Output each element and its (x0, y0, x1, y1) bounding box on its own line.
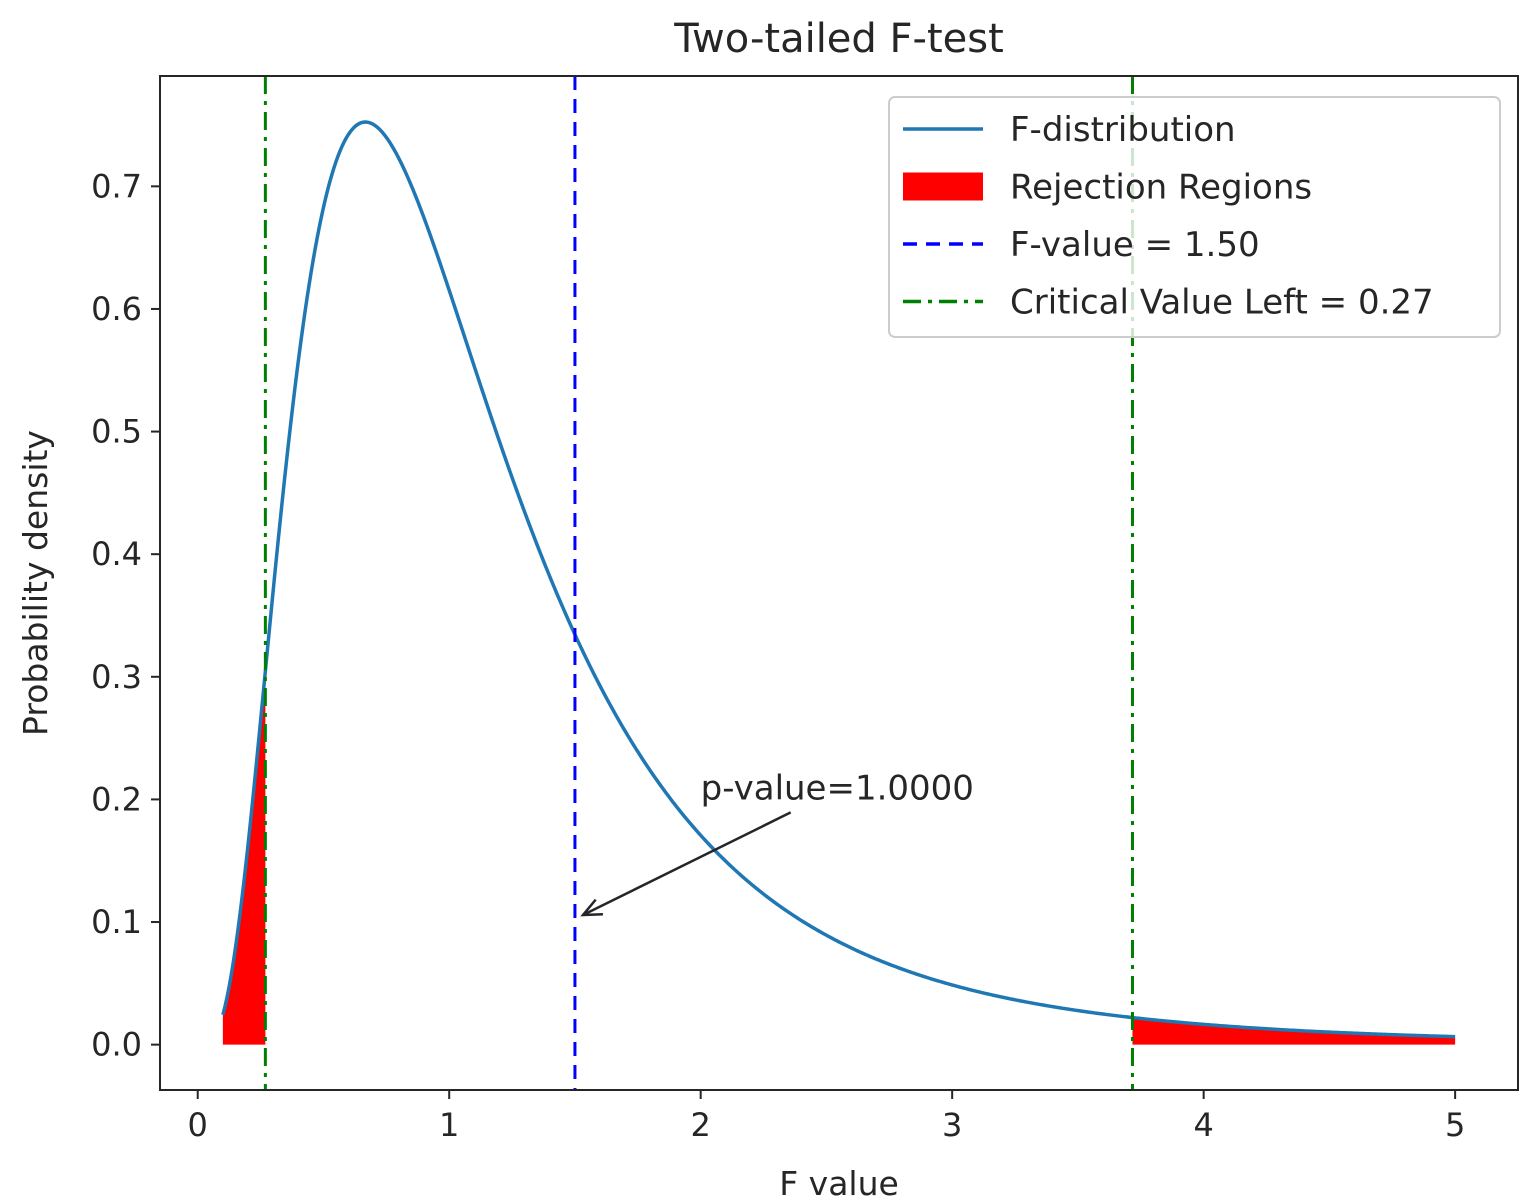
x-tick-label: 0 (188, 1106, 208, 1144)
legend-label: Critical Value Left = 0.27 (1010, 283, 1434, 323)
y-tick-label: 0.2 (91, 780, 142, 818)
x-tick-label: 5 (1445, 1106, 1465, 1144)
annotation-text: p-value=1.0000 (701, 768, 974, 808)
x-axis-label: F value (779, 1164, 899, 1203)
legend-critical-value-left: Critical Value Left = 0.27 (903, 283, 1434, 323)
y-tick-label: 0.1 (91, 903, 142, 941)
legend-rejection-regions: Rejection Regions (903, 168, 1312, 208)
rejection-regions (222, 671, 1456, 1045)
y-tick-label: 0.0 (91, 1026, 142, 1064)
legend: F-distribution Rejection Regions F-value =… (888, 96, 1501, 338)
x-tick-label: 3 (942, 1106, 962, 1144)
legend-f-value: F-value = 1.50 (903, 225, 1260, 265)
annotation-arrow-shaft (582, 811, 792, 917)
y-tick-label: 0.7 (91, 167, 142, 205)
p-value-annotation: p-value=1.0000 (580, 768, 974, 917)
legend-label: Rejection Regions (1010, 168, 1312, 208)
curve-layer (221, 120, 1456, 1039)
f-distribution-curve (221, 120, 1456, 1039)
y-tick-label: 0.6 (91, 290, 142, 328)
annotation-arrow-head (580, 898, 603, 917)
plot-frame (159, 75, 1519, 1091)
x-tick-label: 2 (691, 1106, 711, 1144)
legend-label: F-distribution (1010, 110, 1236, 150)
y-tick-label: 0.3 (91, 658, 142, 696)
y-axis-ticks: 0.0 0.1 0.2 0.3 0.4 0.5 0.6 0.7 (91, 167, 160, 1064)
legend-swatch (903, 172, 983, 201)
x-axis-ticks: 0 1 2 3 4 5 (188, 1090, 1465, 1144)
rejection-region-left (222, 671, 266, 1045)
x-tick-label: 4 (1193, 1106, 1213, 1144)
legend-label: F-value = 1.50 (1010, 225, 1260, 265)
legend-f-distribution: F-distribution (903, 110, 1236, 150)
y-axis-label: Probability density (16, 430, 55, 736)
y-tick-label: 0.4 (91, 535, 142, 573)
y-tick-label: 0.5 (91, 413, 142, 451)
x-tick-label: 1 (439, 1106, 459, 1144)
legend-box (888, 96, 1501, 338)
chart-title: Two-tailed F-test (673, 16, 1004, 62)
